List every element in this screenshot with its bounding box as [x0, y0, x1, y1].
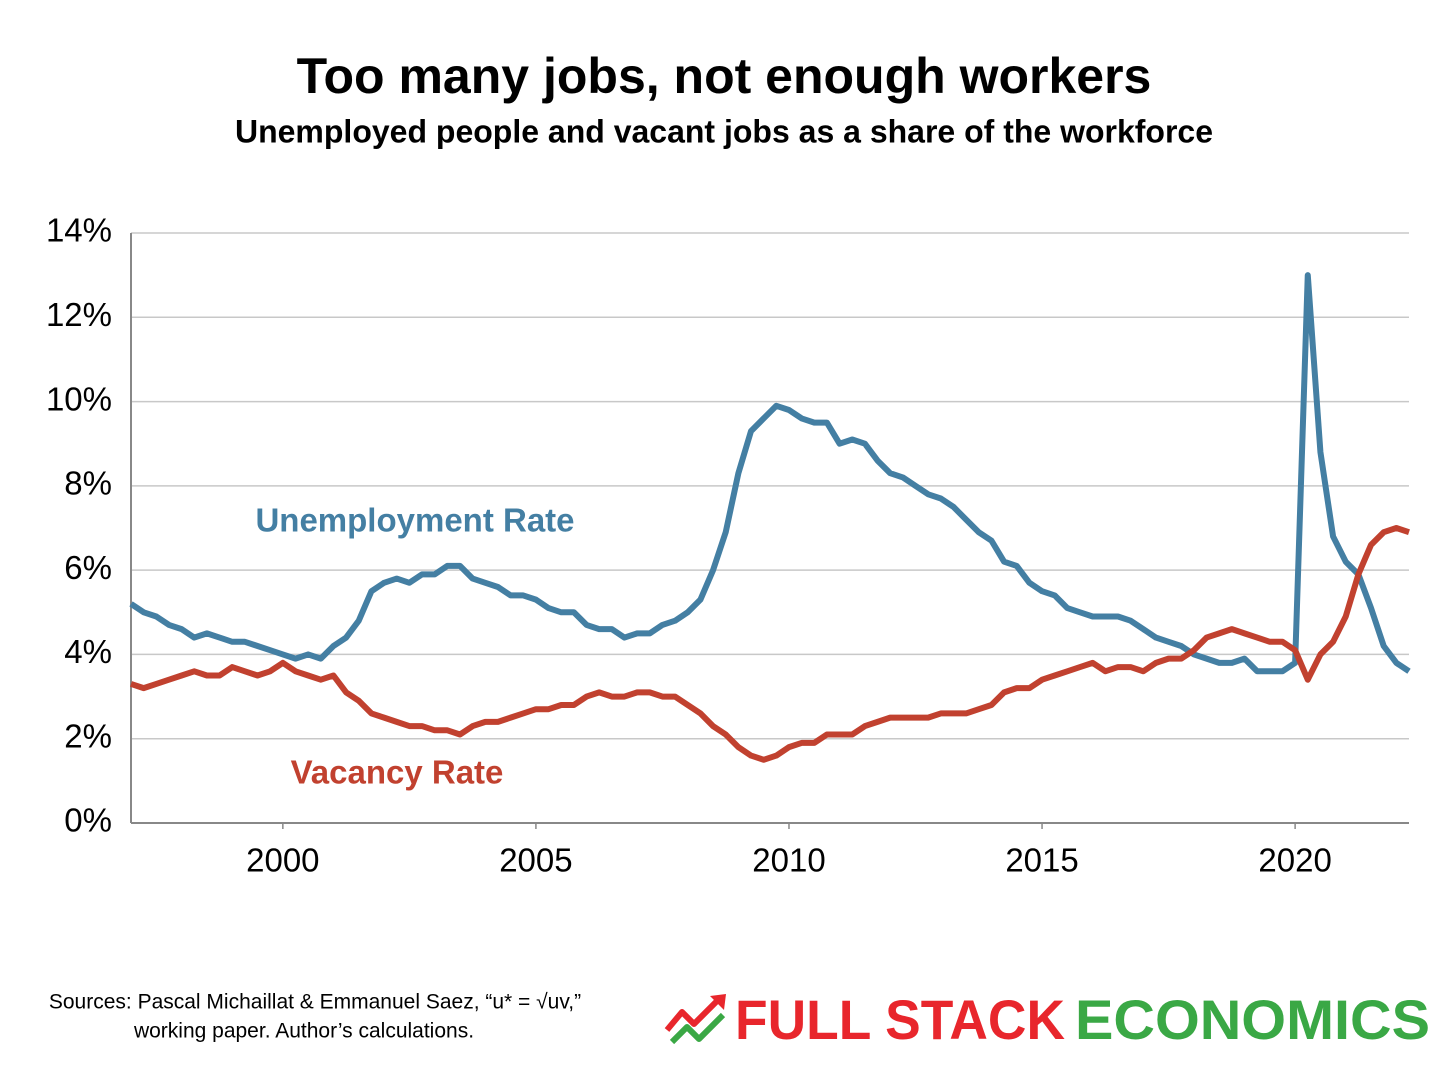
logo-icon — [664, 994, 726, 1045]
x-tick-label: 2010 — [752, 842, 825, 879]
sources: working paper. Author’s calculations. — [133, 1020, 474, 1043]
sources: Sources: Pascal Michaillat & Emmanuel Sa… — [49, 991, 581, 1014]
y-tick-label: 8% — [64, 465, 112, 502]
series-label: Vacancy Rate — [291, 754, 504, 791]
chart-subtitle: Unemployed people and vacant jobs as a s… — [235, 113, 1213, 149]
series-line — [129, 272, 1411, 675]
y-tick-label: 2% — [64, 717, 112, 754]
y-tick-label: 6% — [64, 549, 112, 586]
x-tick-label: 2015 — [1005, 842, 1078, 879]
y-tick-label: 12% — [46, 296, 112, 333]
x-tick-label: 2000 — [246, 842, 319, 879]
y-tick-label: 10% — [46, 380, 112, 417]
chart-title: Too many jobs, not enough workers — [297, 48, 1152, 104]
series-line — [130, 525, 1410, 763]
y-tick-label: 0% — [64, 802, 112, 839]
x-tick-label: 2005 — [499, 842, 572, 879]
x-tick-label: 2020 — [1258, 842, 1331, 879]
y-tick-label: 4% — [64, 633, 112, 670]
y-tick-label: 14% — [46, 212, 112, 249]
series-label: Unemployment Rate — [255, 502, 574, 539]
plot-area: 0% 2% 4% 6% 8% 10% 12% 14% 2000 2005 2010 2015 2020 U… — [46, 212, 1411, 879]
logo-text: FULL STACK — [735, 988, 1065, 1051]
logo-text: ECONOMICS — [1075, 988, 1430, 1051]
